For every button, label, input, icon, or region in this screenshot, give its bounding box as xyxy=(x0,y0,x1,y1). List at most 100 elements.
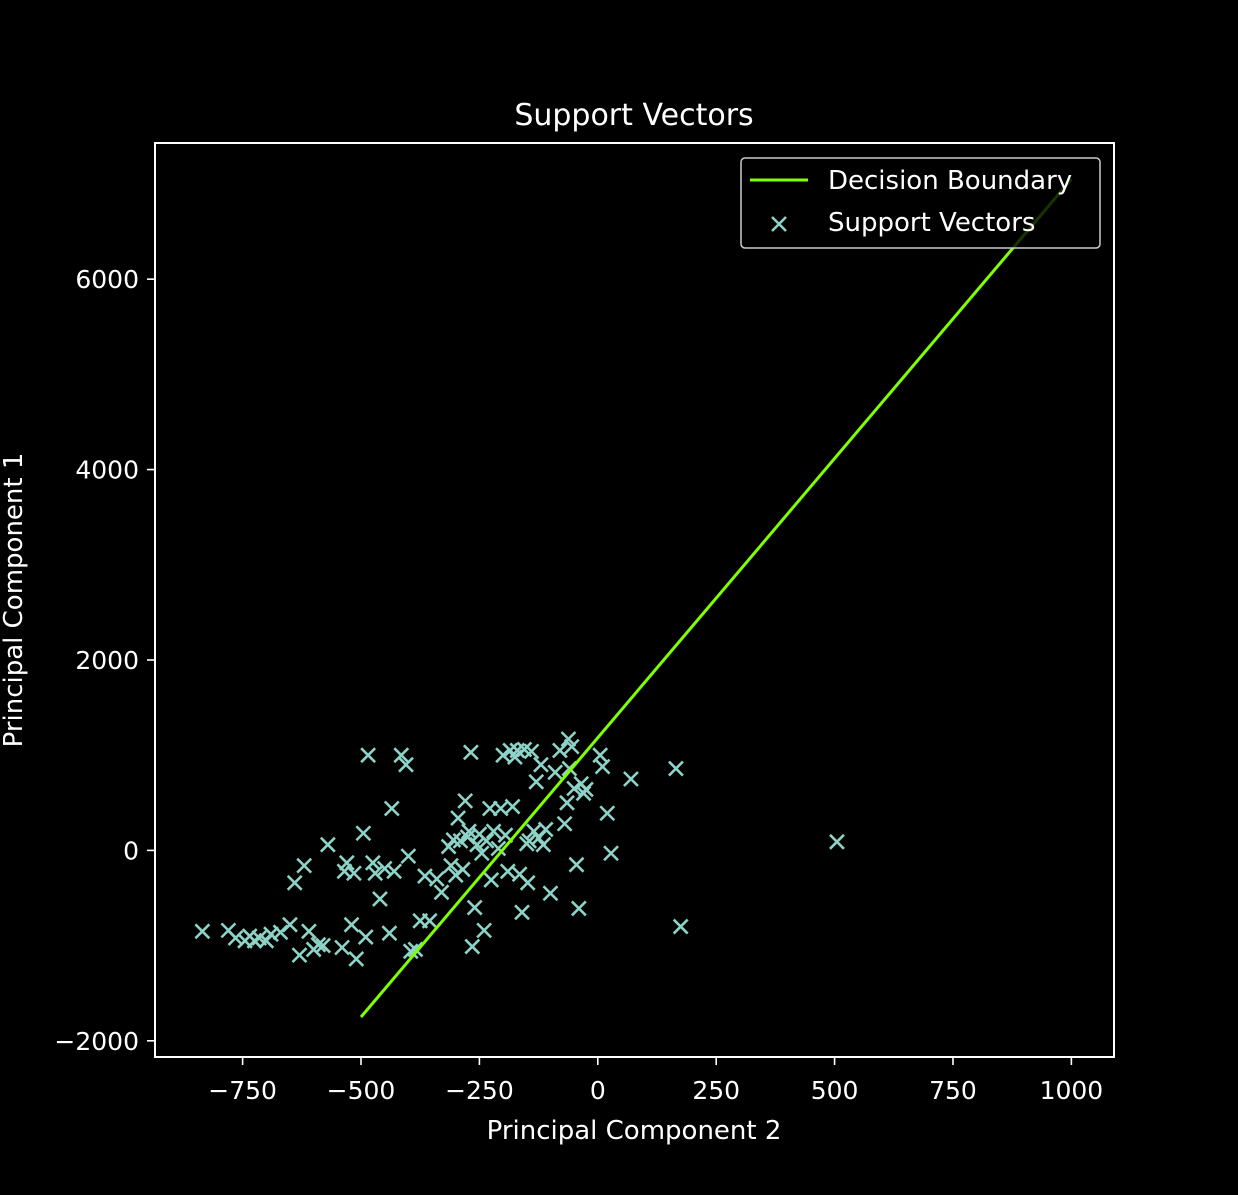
plot-frame xyxy=(154,142,1115,1058)
legend-x-marker-swatch xyxy=(771,216,787,232)
support-vector-point xyxy=(537,821,554,838)
support-vector-point xyxy=(194,923,211,940)
support-vector-point xyxy=(360,747,377,764)
support-vector-point xyxy=(464,938,481,955)
x-tick-label: 500 xyxy=(811,1076,859,1105)
support-vector-point xyxy=(300,923,317,940)
support-vector-point xyxy=(383,800,400,817)
support-vector-point xyxy=(440,838,457,855)
support-vector-point xyxy=(599,805,616,822)
support-vector-point xyxy=(338,854,355,871)
x-tick-label: 0 xyxy=(590,1076,606,1105)
support-vector-point xyxy=(443,857,459,874)
support-vector-point xyxy=(459,829,476,845)
decision-boundary-line xyxy=(359,178,1073,1018)
support-vector-point xyxy=(672,918,689,935)
support-vector-point xyxy=(504,798,521,815)
support-vector-point xyxy=(454,861,471,878)
axis-ticks: −750 −500 −250 0 250 500 750 1000 −2000 0 2000 4000… xyxy=(54,265,1103,1105)
y-tick-label: −2000 xyxy=(54,1027,139,1056)
y-axis-label: Principal Component 1 xyxy=(0,453,29,748)
support-vector-point xyxy=(319,836,336,853)
support-vector-point xyxy=(345,865,362,882)
support-vector-point xyxy=(523,743,540,760)
x-axis-label: Principal Component 2 xyxy=(487,1116,782,1146)
support-vector-point xyxy=(315,937,332,954)
support-vector-point xyxy=(556,815,573,832)
legend-box xyxy=(740,157,1101,249)
support-vector-point xyxy=(386,863,403,880)
support-vector-point xyxy=(457,792,474,809)
support-vector-point xyxy=(291,947,308,964)
support-vector-point xyxy=(343,916,360,933)
support-vector-point xyxy=(372,891,388,907)
y-tick-label: 4000 xyxy=(75,456,139,485)
support-vector-point xyxy=(473,845,490,862)
x-tick-label: −750 xyxy=(208,1076,277,1105)
support-vector-point xyxy=(570,900,587,917)
support-vector-point xyxy=(402,943,419,960)
support-vector-point xyxy=(400,848,417,865)
support-vector-point xyxy=(381,925,398,942)
support-vector-point xyxy=(485,823,502,840)
support-vector-point xyxy=(393,747,410,764)
support-vector-point xyxy=(603,845,619,862)
x-tick-label: −500 xyxy=(327,1076,396,1105)
support-vector-point xyxy=(533,756,549,773)
support-vector-point xyxy=(355,825,372,842)
support-vector-point xyxy=(502,742,519,759)
support-vector-point xyxy=(466,899,483,916)
support-vector-point xyxy=(490,840,507,857)
support-vector-point xyxy=(376,860,393,877)
support-vector-point xyxy=(417,868,433,885)
support-vector-point xyxy=(478,832,495,849)
support-vector-point xyxy=(296,857,313,874)
support-vector-point xyxy=(483,871,500,888)
support-vector-point xyxy=(547,764,564,781)
plot-area xyxy=(194,178,1073,1018)
support-vector-point xyxy=(428,871,445,887)
support-vector-point xyxy=(348,951,365,967)
x-tick-label: 250 xyxy=(692,1076,740,1105)
support-vector-point xyxy=(829,833,845,850)
support-vector-point xyxy=(398,756,414,773)
chart-title: Support Vectors xyxy=(514,98,753,133)
support-vector-point xyxy=(272,924,289,941)
legend-x-marker xyxy=(771,216,787,232)
support-vector-point xyxy=(407,941,424,958)
y-tick-label: 2000 xyxy=(75,646,139,675)
legend-label-support-vectors: Support Vectors xyxy=(828,208,1035,238)
support-vector-point xyxy=(462,744,479,761)
support-vector-point xyxy=(519,874,536,891)
support-vector-point xyxy=(357,929,374,945)
support-vector-point xyxy=(535,836,552,853)
support-vector-point xyxy=(499,863,516,880)
support-vector-point xyxy=(551,742,568,759)
x-tick-label: 750 xyxy=(929,1076,977,1105)
support-vector-point xyxy=(227,930,244,946)
support-vector-point xyxy=(514,904,530,921)
x-tick-label: 1000 xyxy=(1040,1076,1104,1105)
support-vector-point xyxy=(433,884,450,901)
support-vector-point xyxy=(568,856,585,873)
support-vector-point xyxy=(563,738,580,755)
support-vector-point xyxy=(578,781,594,798)
support-vector-point xyxy=(623,771,639,787)
legend-label-decision-boundary: Decision Boundary xyxy=(828,166,1072,196)
support-vector-point xyxy=(282,916,298,933)
support-vector-point xyxy=(421,912,438,929)
support-vector-point xyxy=(286,874,303,891)
legend: Decision Boundary Support Vectors xyxy=(740,157,1101,249)
support-vector-point xyxy=(476,922,493,939)
support-vector-point xyxy=(450,810,467,826)
y-tick-label: 6000 xyxy=(75,265,139,294)
support-vector-point xyxy=(521,832,538,849)
support-vector-point xyxy=(258,932,275,949)
x-tick-label: −250 xyxy=(445,1076,514,1105)
support-vector-point xyxy=(334,939,350,956)
support-vector-point xyxy=(594,758,611,775)
support-vector-point xyxy=(528,773,545,790)
support-vector-point xyxy=(542,885,559,902)
